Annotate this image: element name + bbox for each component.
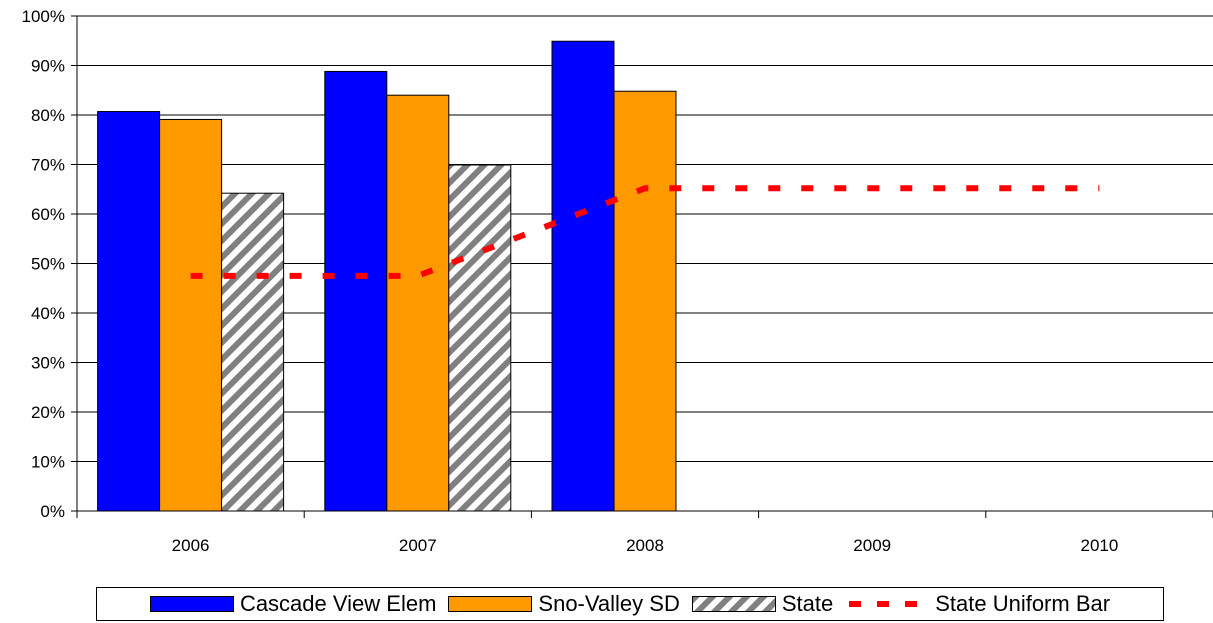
bar-cascade-view-elem-2007 bbox=[324, 70, 388, 512]
legend-item-state: State bbox=[691, 591, 834, 617]
y-tick-label: 20% bbox=[31, 403, 65, 422]
y-tick-label: 0% bbox=[40, 502, 65, 521]
x-tick-label: 2008 bbox=[626, 536, 664, 555]
y-tick-label: 40% bbox=[31, 304, 65, 323]
legend-swatch-sno-valley-sd bbox=[448, 596, 533, 612]
legend-swatch-cascade-view-elem bbox=[149, 596, 234, 612]
x-tick-label: 2007 bbox=[399, 536, 437, 555]
legend-item-cascade-view-elem: Cascade View Elem bbox=[149, 591, 437, 617]
bar-sno-valley-sd-2008 bbox=[613, 90, 677, 512]
legend: Cascade View Elem Sno-Valley SD State St… bbox=[96, 587, 1164, 621]
legend-label-sno-valley-sd: Sno-Valley SD bbox=[538, 591, 680, 616]
y-tick-label: 90% bbox=[31, 57, 65, 76]
legend-item-state-uniform-bar: State Uniform Bar bbox=[845, 591, 1110, 617]
bar-cascade-view-elem-2006 bbox=[97, 111, 161, 512]
y-tick-label: 50% bbox=[31, 255, 65, 274]
x-tick-label: 2009 bbox=[853, 536, 891, 555]
legend-swatch-state-uniform-bar bbox=[849, 601, 928, 607]
y-tick-label: 60% bbox=[31, 205, 65, 224]
plot-area: 0% 10% 20% 30% 40% 50% 60% 70% 80% 90% 100% 2006 200… bbox=[22, 7, 1213, 555]
x-tick-label: 2010 bbox=[1080, 536, 1118, 555]
bar-cascade-view-elem-2008 bbox=[551, 40, 615, 512]
legend-swatch-state bbox=[691, 596, 776, 612]
legend-item-sno-valley-sd: Sno-Valley SD bbox=[448, 591, 680, 617]
x-tick-label: 2006 bbox=[172, 536, 210, 555]
bar-state-2007 bbox=[448, 164, 512, 512]
legend-label-cascade-view-elem: Cascade View Elem bbox=[239, 591, 437, 616]
bar-state-2006 bbox=[221, 192, 285, 512]
series-line-state-uniform-bar bbox=[190, 185, 1100, 279]
bar-sno-valley-sd-2006 bbox=[159, 118, 223, 512]
legend-label-state: State bbox=[781, 591, 834, 616]
legend-label-state-uniform-bar: State Uniform Bar bbox=[935, 591, 1111, 616]
bar-sno-valley-sd-2007 bbox=[386, 94, 450, 512]
y-tick-label: 80% bbox=[31, 106, 65, 125]
y-tick-label: 10% bbox=[31, 453, 65, 472]
y-tick-label: 30% bbox=[31, 354, 65, 373]
y-tick-label: 100% bbox=[22, 7, 65, 26]
y-tick-label: 70% bbox=[31, 156, 65, 175]
